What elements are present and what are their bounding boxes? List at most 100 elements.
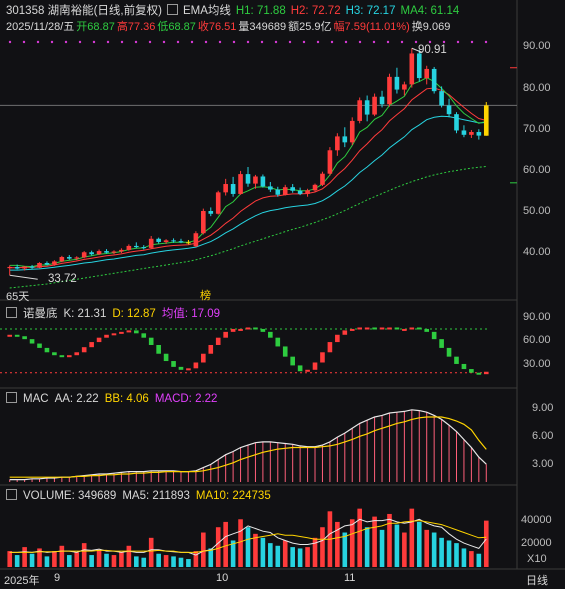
- candle-body: [394, 76, 400, 90]
- volume-bar: [22, 547, 27, 567]
- turnover-value: 换9.069: [411, 21, 451, 33]
- rank-tag[interactable]: 榜: [200, 290, 211, 302]
- volume-bar: [275, 545, 281, 567]
- marker-dot: [218, 40, 222, 44]
- kdj-bar: [476, 372, 482, 375]
- mac-title[interactable]: MAC: [23, 393, 49, 405]
- candle-body: [52, 261, 57, 265]
- kdj-bar: [201, 353, 206, 363]
- kdj-bar: [469, 369, 474, 373]
- candle-body: [119, 249, 124, 252]
- volume-bar: [230, 540, 236, 567]
- kdj-bar: [66, 355, 72, 358]
- kdj-bar: [89, 342, 94, 348]
- panel-checkbox-icon[interactable]: [6, 392, 17, 403]
- open-value: 开68.87: [76, 21, 115, 33]
- marker-dot: [386, 40, 390, 44]
- marker-dot: [22, 40, 26, 44]
- candle-body: [74, 257, 80, 259]
- volume-bar: [186, 559, 191, 567]
- volume-bar: [133, 556, 139, 567]
- volume-bar: [446, 540, 452, 567]
- kdj-tick: 60.00: [523, 334, 551, 346]
- marker-dot: [190, 40, 194, 44]
- h3-value: H3: 72.17: [345, 5, 396, 17]
- volume-bar: [201, 532, 206, 567]
- volume-bar: [342, 532, 348, 567]
- checkbox-icon[interactable]: [166, 4, 178, 15]
- marker-dot: [330, 40, 334, 44]
- kdj-bar: [431, 331, 437, 340]
- panel-checkbox-icon[interactable]: [6, 307, 17, 318]
- volume-bar: [461, 548, 467, 567]
- kdj-bar: [52, 352, 57, 356]
- kdj-title[interactable]: 诺曼底: [23, 308, 58, 320]
- candle-body: [342, 136, 348, 143]
- stock-title[interactable]: 301358 湖南裕能(日线,前复权): [6, 5, 162, 17]
- volume-bar: [335, 521, 340, 567]
- volume-bar: [37, 548, 42, 567]
- volume-bar: [74, 552, 80, 567]
- candle-body: [305, 190, 310, 194]
- period-label: 65天: [6, 291, 30, 303]
- marker-dot: [344, 40, 348, 44]
- kdj-bar: [156, 344, 161, 354]
- kdj-bar: [59, 355, 65, 358]
- candle-body: [230, 184, 236, 194]
- volume-bar: [483, 520, 489, 567]
- candle-body: [14, 266, 20, 269]
- change-value: 幅7.59(11.01%): [333, 21, 410, 33]
- h1-value: H1: 71.88: [235, 5, 286, 17]
- volume-bar: [141, 557, 147, 567]
- candle-body: [141, 247, 147, 249]
- volume-tick: 40000: [521, 514, 552, 526]
- kdj-avg: 均值: 17.09: [161, 308, 220, 320]
- period-button[interactable]: 日线: [526, 575, 548, 587]
- marker-dot: [288, 40, 292, 44]
- kdj-bar: [268, 331, 273, 338]
- low-pointer: [9, 274, 38, 280]
- price-tick: 90.00: [523, 40, 551, 52]
- volume-bar: [59, 545, 65, 567]
- marker-dot: [78, 40, 82, 44]
- ema-label[interactable]: EMA均线: [182, 5, 231, 17]
- volume-bar: [469, 551, 474, 567]
- price-tick: 60.00: [523, 164, 551, 176]
- volume-bar: [193, 551, 199, 567]
- marker-dot: [50, 40, 54, 44]
- marker-dot: [372, 40, 376, 44]
- kdj-bar: [22, 336, 27, 340]
- candle-body: [268, 186, 273, 190]
- kdj-bar: [230, 328, 236, 332]
- volume-bar: [387, 513, 392, 567]
- high-mark: 90.91: [418, 44, 447, 56]
- volume-bar: [409, 508, 415, 567]
- kdj-bar: [454, 356, 459, 364]
- volume-bar: [245, 527, 251, 567]
- volume-title[interactable]: VOLUME: 349689: [23, 490, 117, 502]
- volume-ma5: MA5: 211893: [122, 490, 190, 502]
- volume-tick: 20000: [521, 537, 552, 549]
- candle-body: [59, 257, 65, 262]
- kdj-bar: [74, 352, 80, 356]
- marker-dot: [456, 40, 460, 44]
- volume-ma5-line: [9, 518, 487, 556]
- volume-bar: [52, 551, 57, 567]
- candle-body: [476, 132, 482, 136]
- kdj-bar: [215, 337, 221, 345]
- kdj-bar: [133, 330, 139, 334]
- volume-title-bar: VOLUME: 349689 MA5: 211893 MA10: 224735: [6, 489, 277, 502]
- candle-body: [126, 245, 132, 250]
- candle-body: [238, 174, 243, 194]
- h2-line: [9, 87, 487, 269]
- panel-checkbox-icon[interactable]: [6, 489, 17, 500]
- volume-bar: [215, 527, 221, 567]
- kdj-bar: [111, 333, 117, 336]
- volume-bar: [253, 533, 258, 567]
- volume-ma10-line: [9, 520, 487, 553]
- candle-body: [22, 266, 27, 269]
- kdj-bar: [104, 334, 109, 338]
- candle-body: [327, 150, 333, 174]
- candle-body: [186, 242, 191, 244]
